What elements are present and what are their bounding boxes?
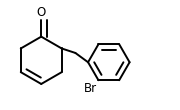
Text: O: O	[37, 6, 46, 19]
Text: Br: Br	[84, 82, 98, 95]
